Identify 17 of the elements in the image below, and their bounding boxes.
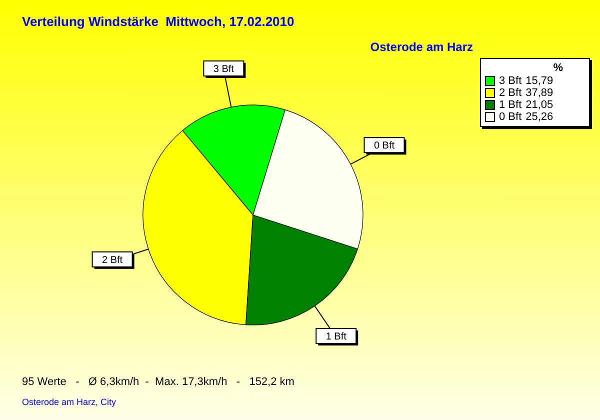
chart-subtitle: Osterode am Harz [370, 40, 473, 54]
legend-label: 0 Bft [499, 111, 522, 123]
legend-label: 2 Bft [499, 87, 522, 99]
data-label: 15,79 [526, 75, 554, 87]
text: Osterode am Harz, City [22, 397, 116, 407]
slice-label: 0 Bft [374, 140, 395, 152]
slice-label: 3 Bft [213, 64, 234, 75]
slice-label: 1 Bft [326, 331, 347, 342]
legend-label: 3 Bft [499, 75, 522, 87]
data-label: 37,89 [526, 87, 554, 99]
data-label: 25,26 [526, 111, 554, 123]
text: 95 Werte - Ø 6,3km/h - Max. 17,3km/h - 152,2 km [22, 376, 294, 388]
data-label: 21,05 [526, 99, 554, 111]
chart-title: Verteilung Windstärke Mittwoch, 17.02.2010 [22, 14, 294, 29]
slice-label: 2 Bft [102, 254, 123, 266]
legend-title: % [553, 62, 563, 74]
legend-label: 1 Bft [499, 99, 522, 111]
